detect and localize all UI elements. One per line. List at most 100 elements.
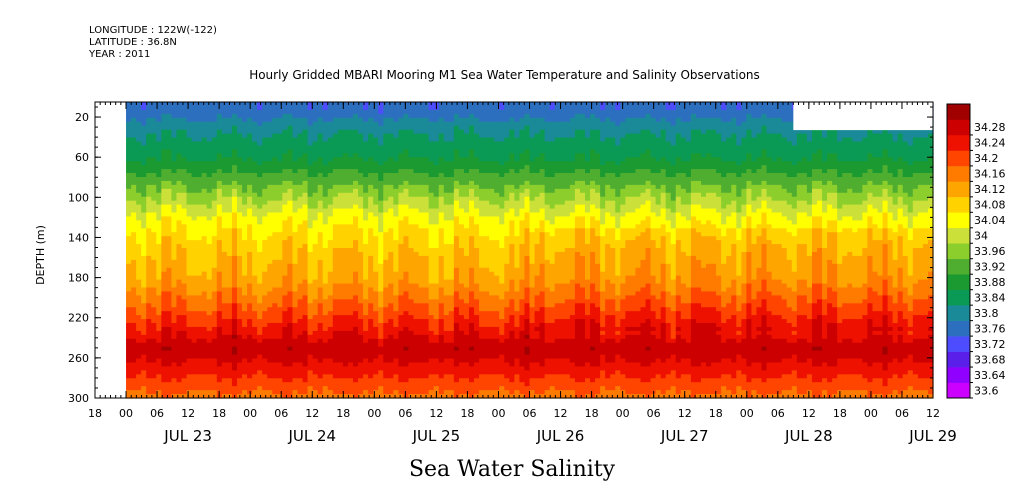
heatmap-cell bbox=[458, 176, 465, 182]
heatmap-cell bbox=[453, 334, 460, 340]
heatmap-cell bbox=[272, 220, 278, 225]
heatmap-cell bbox=[388, 271, 394, 277]
heatmap-cell bbox=[216, 216, 223, 221]
heatmap-cell bbox=[156, 113, 162, 119]
heatmap-cell bbox=[408, 180, 415, 186]
heatmap-cell bbox=[388, 192, 394, 198]
heatmap-cell bbox=[353, 220, 359, 225]
heatmap-cell bbox=[297, 370, 304, 375]
heatmap-cell bbox=[413, 236, 420, 241]
heatmap-cell bbox=[302, 180, 309, 186]
heatmap-cell bbox=[171, 220, 178, 225]
heatmap-cell bbox=[186, 109, 193, 115]
heatmap-cell bbox=[388, 169, 394, 174]
heatmap-cell bbox=[418, 362, 425, 368]
heatmap-cell bbox=[332, 366, 339, 371]
heatmap-cell bbox=[373, 263, 379, 269]
heatmap-cell bbox=[312, 125, 319, 131]
heatmap-cell bbox=[448, 113, 455, 119]
heatmap-cell bbox=[388, 236, 394, 241]
heatmap-cell bbox=[448, 271, 455, 277]
heatmap-cell bbox=[186, 311, 193, 316]
heatmap-cell bbox=[221, 326, 228, 332]
heatmap-cell bbox=[312, 248, 319, 253]
heatmap-cell bbox=[453, 271, 460, 277]
heatmap-cell bbox=[327, 334, 334, 340]
heatmap-cell bbox=[236, 141, 243, 147]
heatmap-cell bbox=[126, 248, 132, 253]
heatmap-cell bbox=[418, 255, 425, 261]
heatmap-cell bbox=[408, 326, 415, 332]
heatmap-cell bbox=[146, 141, 152, 147]
heatmap-cell bbox=[161, 287, 167, 293]
heatmap-cell bbox=[262, 113, 268, 119]
heatmap-cell bbox=[272, 165, 278, 170]
heatmap-cell bbox=[176, 330, 183, 336]
heatmap-cell bbox=[332, 216, 339, 221]
heatmap-cell bbox=[252, 157, 258, 162]
heatmap-cell bbox=[388, 145, 394, 150]
heatmap-cell bbox=[337, 228, 344, 233]
heatmap-cell bbox=[322, 358, 329, 364]
heatmap-cell bbox=[353, 176, 359, 182]
heatmap-cell bbox=[383, 248, 389, 253]
heatmap-cell bbox=[181, 311, 188, 316]
heatmap-cell bbox=[448, 291, 455, 296]
heatmap-cell bbox=[221, 224, 228, 229]
heatmap-cell bbox=[353, 212, 359, 218]
heatmap-cell bbox=[262, 192, 268, 198]
heatmap-cell bbox=[196, 240, 203, 245]
heatmap-cell bbox=[191, 275, 198, 281]
heatmap-cell bbox=[206, 275, 213, 281]
heatmap-cell bbox=[242, 121, 248, 127]
heatmap-cell bbox=[337, 117, 344, 123]
heatmap-cell bbox=[312, 271, 319, 277]
heatmap-cell bbox=[327, 240, 334, 245]
heatmap-cell bbox=[403, 145, 410, 150]
heatmap-cell bbox=[247, 109, 253, 115]
heatmap-cell bbox=[156, 184, 162, 190]
heatmap-cell bbox=[146, 382, 152, 387]
heatmap-cell bbox=[453, 105, 460, 111]
heatmap-cell bbox=[302, 200, 309, 206]
heatmap-cell bbox=[186, 153, 193, 158]
heatmap-cell bbox=[388, 366, 394, 371]
heatmap-cell bbox=[126, 271, 132, 277]
heatmap-cell bbox=[458, 240, 465, 245]
heatmap-cell bbox=[242, 311, 248, 316]
heatmap-cell bbox=[322, 394, 329, 399]
heatmap-cell bbox=[443, 169, 450, 174]
heatmap-cell bbox=[358, 165, 364, 170]
heatmap-cell bbox=[322, 330, 329, 336]
heatmap-cell bbox=[166, 394, 173, 399]
heatmap-cell bbox=[277, 299, 283, 304]
heatmap-cell bbox=[287, 378, 294, 383]
heatmap-cell bbox=[443, 149, 450, 154]
heatmap-cell bbox=[221, 330, 228, 336]
heatmap-cell bbox=[317, 386, 324, 391]
heatmap-cell bbox=[131, 263, 137, 269]
heatmap-cell bbox=[443, 208, 450, 214]
heatmap-cell bbox=[403, 169, 410, 174]
heatmap-cell bbox=[156, 208, 162, 214]
heatmap-cell bbox=[398, 244, 405, 249]
heatmap-cell bbox=[327, 109, 334, 115]
heatmap-cell bbox=[277, 291, 283, 296]
heatmap-cell bbox=[302, 232, 309, 237]
heatmap-cell bbox=[363, 228, 369, 233]
heatmap-cell bbox=[171, 180, 178, 186]
heatmap-cell bbox=[136, 287, 142, 293]
heatmap-cell bbox=[287, 165, 294, 170]
heatmap-cell bbox=[236, 279, 243, 285]
heatmap-cell bbox=[136, 240, 142, 245]
heatmap-cell bbox=[322, 271, 329, 277]
heatmap-cell bbox=[156, 315, 162, 320]
heatmap-cell bbox=[368, 220, 374, 225]
heatmap-cell bbox=[332, 232, 339, 237]
heatmap-cell bbox=[146, 196, 152, 202]
heatmap-cell bbox=[226, 236, 233, 241]
heatmap-cell bbox=[413, 129, 420, 135]
heatmap-cell bbox=[247, 334, 253, 340]
heatmap-cell bbox=[277, 137, 283, 143]
heatmap-cell bbox=[337, 311, 344, 316]
